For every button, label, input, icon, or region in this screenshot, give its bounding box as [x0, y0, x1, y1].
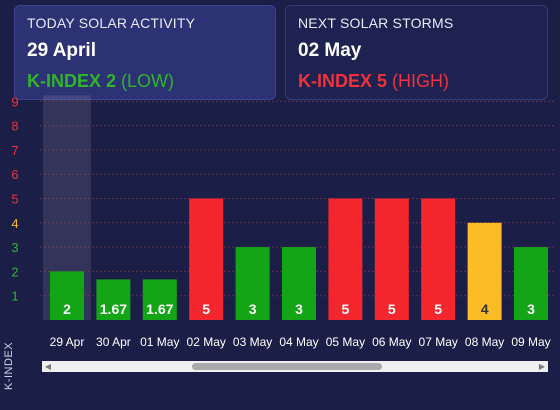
x-tick-label: 04 May	[279, 335, 318, 349]
chart-horizontal-scrollbar[interactable]: ◀ ▶	[42, 361, 548, 372]
scroll-right-icon[interactable]: ▶	[538, 362, 546, 371]
bar-value-label: 5	[434, 301, 442, 317]
next-kindex-level: (HIGH)	[392, 71, 450, 91]
x-tick-label: 07 May	[419, 335, 458, 349]
y-tick-label: 7	[11, 143, 18, 158]
x-tick-label: 03 May	[233, 335, 272, 349]
x-tick-label: 09 May	[511, 335, 550, 349]
bar	[328, 198, 363, 320]
next-storms-card: NEXT SOLAR STORMS 02 May K-INDEX 5 (HIGH…	[285, 5, 548, 100]
bar	[142, 279, 177, 320]
kindex-bar-chart: 1 2 3 4 5 6 7 8 9 2 29 Apr 1.67 30 Apr 1.67 01 May 5 02 …	[11, 94, 556, 349]
bar	[421, 198, 456, 320]
y-tick-label: 2	[11, 264, 18, 279]
y-tick-label: 6	[11, 167, 18, 182]
y-tick-label: 1	[11, 289, 18, 304]
next-kindex-value: K-INDEX 5	[298, 71, 388, 91]
x-tick-label: 02 May	[187, 335, 226, 349]
next-storm-date: 02 May	[298, 40, 362, 61]
bar	[514, 247, 548, 320]
x-tick-label: 30 Apr	[96, 335, 131, 349]
bar	[374, 198, 409, 320]
y-axis-title: K-INDEX	[3, 341, 15, 390]
bar-value-label: 5	[202, 301, 210, 317]
bar	[235, 247, 270, 320]
x-tick-label: 29 Apr	[50, 335, 85, 349]
next-storm-kindex: K-INDEX 5 (HIGH)	[298, 71, 535, 92]
today-activity-card: TODAY SOLAR ACTIVITY 29 April K-INDEX 2 …	[14, 5, 276, 100]
bar-value-label: 3	[527, 301, 535, 317]
x-tick-label: 01 May	[140, 335, 179, 349]
scroll-thumb[interactable]	[192, 363, 382, 370]
bar	[282, 247, 316, 320]
bar-value-label: 3	[295, 301, 303, 317]
y-tick-label: 9	[11, 94, 18, 109]
bar	[50, 271, 84, 320]
bar-value-label: 4	[481, 301, 489, 317]
scroll-left-icon[interactable]: ◀	[44, 362, 52, 371]
bar	[96, 279, 131, 320]
bar-value-label: 2	[63, 301, 71, 317]
y-tick-label: 8	[11, 119, 18, 134]
today-kindex-value: K-INDEX 2	[27, 71, 117, 91]
bar-value-label: 1.67	[100, 301, 127, 317]
today-activity-label: TODAY SOLAR ACTIVITY	[27, 15, 196, 31]
x-tick-label: 06 May	[372, 335, 411, 349]
today-date: 29 April	[27, 40, 96, 61]
bar-value-label: 3	[249, 301, 257, 317]
bar-value-label: 5	[342, 301, 350, 317]
today-kindex: K-INDEX 2 (LOW)	[27, 71, 263, 92]
x-tick-label: 05 May	[326, 335, 365, 349]
bar	[467, 222, 502, 320]
next-storms-label: NEXT SOLAR STORMS	[298, 15, 454, 31]
y-tick-label: 4	[11, 216, 18, 231]
bar	[189, 198, 224, 320]
bar-value-label: 1.67	[146, 301, 173, 317]
x-tick-label: 08 May	[465, 335, 504, 349]
today-kindex-level: (LOW)	[121, 71, 175, 91]
y-tick-label: 5	[11, 192, 18, 207]
y-tick-label: 3	[11, 240, 18, 255]
bar-value-label: 5	[388, 301, 396, 317]
